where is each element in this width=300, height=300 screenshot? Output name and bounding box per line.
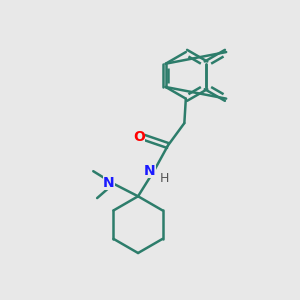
Text: O: O bbox=[133, 130, 145, 144]
Text: N: N bbox=[144, 164, 156, 178]
Text: N: N bbox=[103, 176, 115, 190]
Text: H: H bbox=[159, 172, 169, 185]
